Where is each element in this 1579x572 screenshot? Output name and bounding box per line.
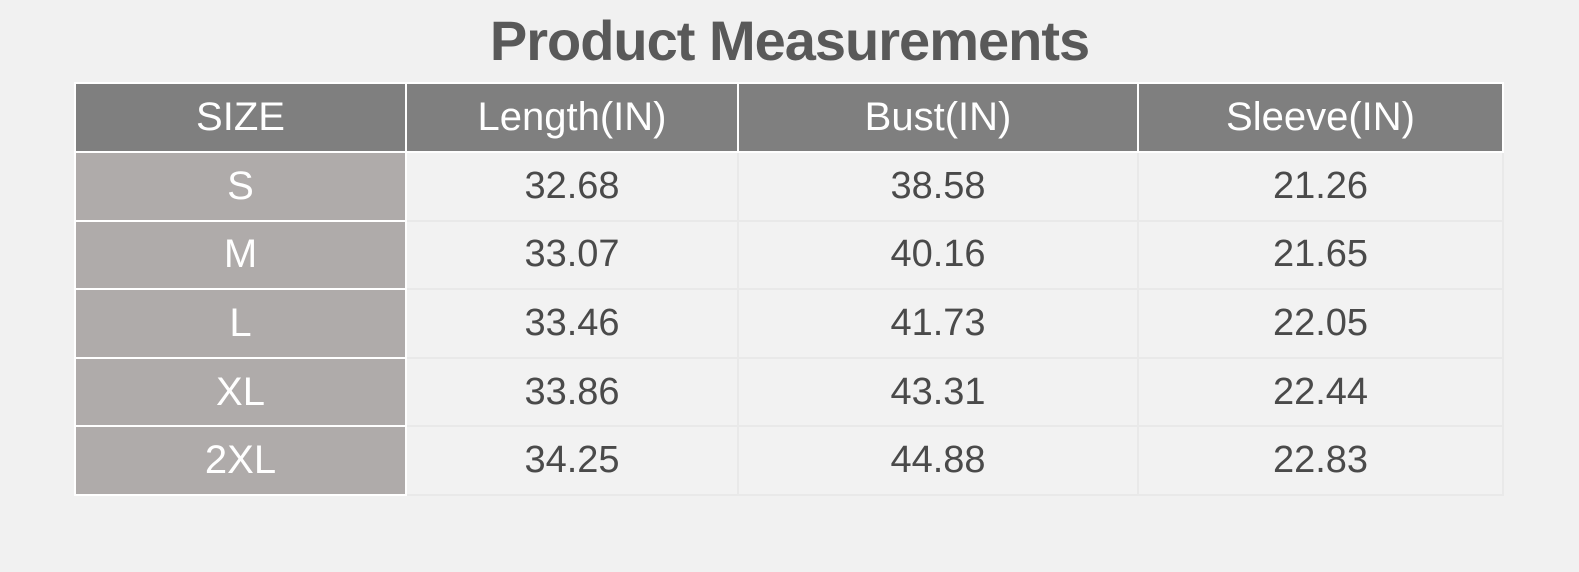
length-cell: 34.25 — [405, 425, 739, 496]
table-row: L 33.46 41.73 22.05 — [74, 288, 1504, 359]
bust-cell: 41.73 — [737, 288, 1139, 359]
column-header-sleeve: Sleeve(IN) — [1137, 82, 1504, 153]
length-cell: 33.86 — [405, 356, 739, 428]
length-cell: 33.07 — [405, 219, 739, 291]
bust-cell: 43.31 — [737, 356, 1139, 428]
column-header-size: SIZE — [74, 82, 407, 153]
column-header-length: Length(IN) — [405, 82, 739, 153]
bust-cell: 40.16 — [737, 219, 1139, 291]
size-cell: L — [74, 288, 407, 359]
sleeve-cell: 22.83 — [1137, 425, 1504, 496]
length-cell: 33.46 — [405, 288, 739, 359]
size-cell: S — [74, 151, 407, 222]
table-row: 2XL 34.25 44.88 22.83 — [74, 425, 1504, 496]
size-cell: M — [74, 219, 407, 291]
column-header-bust: Bust(IN) — [737, 82, 1139, 153]
bust-cell: 44.88 — [737, 425, 1139, 496]
size-cell: XL — [74, 356, 407, 428]
sleeve-cell: 22.05 — [1137, 288, 1504, 359]
table-row: S 32.68 38.58 21.26 — [74, 151, 1504, 222]
table-row: M 33.07 40.16 21.65 — [74, 219, 1504, 291]
length-cell: 32.68 — [405, 151, 739, 222]
page-title: Product Measurements — [489, 9, 1090, 72]
bust-cell: 38.58 — [737, 151, 1139, 222]
header-row: SIZE Length(IN) Bust(IN) Sleeve(IN) — [74, 82, 1504, 153]
table-row: XL 33.86 43.31 22.44 — [74, 356, 1504, 428]
measurements-table: SIZE Length(IN) Bust(IN) Sleeve(IN) S 32… — [74, 82, 1504, 496]
sleeve-cell: 21.65 — [1137, 219, 1504, 291]
size-cell: 2XL — [74, 425, 407, 496]
sleeve-cell: 22.44 — [1137, 356, 1504, 428]
sleeve-cell: 21.26 — [1137, 151, 1504, 222]
